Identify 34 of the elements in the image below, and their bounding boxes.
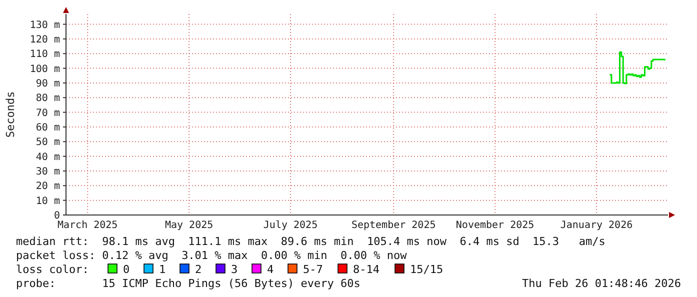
x-tick-label: September 2025 xyxy=(351,220,436,231)
y-tick-label: 130 m xyxy=(30,20,60,31)
legend-label: 5-7 xyxy=(303,263,323,276)
y-tick-label: 10 m xyxy=(36,196,60,207)
y-tick-label: 120 m xyxy=(30,34,60,46)
legend-label: 4 xyxy=(267,263,274,276)
y-tick-label: 80 m xyxy=(36,93,60,104)
y-tick-label: 30 m xyxy=(36,166,60,178)
y-tick-label: 70 m xyxy=(36,108,60,119)
x-tick-label: May 2025 xyxy=(164,220,214,231)
x-tick-label: July 2025 xyxy=(263,220,318,231)
text: median rtt: 98.1 ms avg 111.1 ms max 89.6 ms min 105.4 ms now 6.4 ms sd 15.3 am/s xyxy=(16,235,606,248)
x-tick-label: January 2026 xyxy=(560,220,633,231)
y-tick-label: 100 m xyxy=(30,64,60,75)
x-tick-label: March 2025 xyxy=(58,220,118,231)
legend-label: 3 xyxy=(231,263,238,276)
y-tick-label: 20 m xyxy=(36,181,60,192)
text: Thu Feb 26 01:48:46 2026 xyxy=(522,277,681,290)
legend-label: 1 xyxy=(159,263,166,276)
y-axis-title: Seconds xyxy=(4,91,17,138)
legend-label: 0 xyxy=(123,263,130,276)
text: packet loss: 0.12 % avg 3.01 % max 0.00 % min 0.00 % now xyxy=(16,249,408,262)
legend-label: 2 xyxy=(195,263,202,276)
legend-title: loss color: xyxy=(16,263,89,276)
x-tick-label: November 2025 xyxy=(456,220,534,231)
y-tick-label: 110 m xyxy=(30,49,60,60)
y-tick-label: 40 m xyxy=(36,152,60,163)
y-tick-label: 90 m xyxy=(36,78,60,90)
y-tick-label: 0 xyxy=(54,210,60,222)
legend-label: 8-14 xyxy=(353,263,380,276)
legend-label: 15/15 xyxy=(410,263,444,276)
text: probe: 15 ICMP Echo Pings (56 Bytes) every 60s xyxy=(16,277,360,290)
y-tick-label: 60 m xyxy=(36,122,60,134)
y-tick-label: 50 m xyxy=(36,137,60,148)
